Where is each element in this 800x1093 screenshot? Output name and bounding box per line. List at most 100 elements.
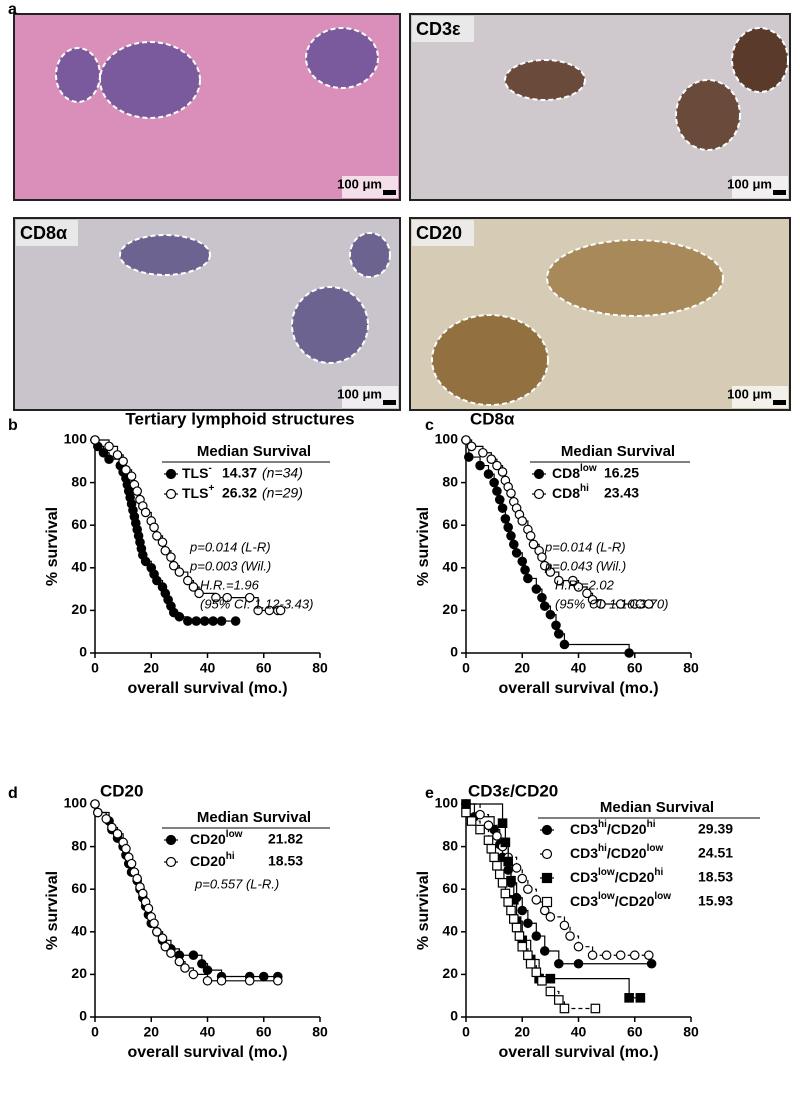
x-tick-label: 40 — [200, 1024, 216, 1040]
marker — [590, 1003, 601, 1014]
median-value: 29.39 — [698, 821, 733, 837]
marker — [191, 616, 202, 626]
marker — [559, 1003, 570, 1014]
marker — [545, 912, 556, 922]
marker — [244, 975, 255, 986]
marker — [545, 567, 556, 577]
marker — [528, 539, 539, 550]
scale-bar — [383, 400, 396, 405]
marker — [587, 594, 598, 605]
marker — [483, 820, 494, 831]
legend-text: CD20 — [190, 831, 226, 847]
marker — [149, 918, 159, 929]
median-value: 23.43 — [604, 485, 639, 501]
n-label: (n=34) — [262, 465, 303, 481]
marker — [140, 556, 151, 567]
x-tick-label: 80 — [683, 1024, 699, 1040]
y-tick-label: 60 — [442, 516, 458, 532]
legend-sup: low — [580, 463, 597, 474]
median-value: 21.82 — [268, 831, 303, 847]
y-tick-label: 0 — [79, 644, 87, 660]
marker — [492, 831, 502, 841]
marker — [188, 582, 199, 592]
x-tick-label: 0 — [462, 660, 470, 676]
marker — [624, 648, 634, 658]
legend-sup: low — [598, 867, 615, 878]
x-tick-label: 20 — [514, 1024, 530, 1040]
legend-sup: hi — [580, 483, 589, 494]
x-tick-label: 40 — [571, 660, 587, 676]
marker — [523, 573, 533, 584]
legend-sup: hi — [598, 843, 607, 854]
marker — [104, 441, 114, 452]
marker — [183, 575, 193, 586]
legend-text: /CD20 — [615, 869, 655, 885]
marker — [559, 639, 570, 650]
marker — [202, 965, 213, 975]
marker — [582, 588, 592, 599]
annotation: p=0.557 (L-R.) — [194, 876, 279, 891]
legend-sup: low — [654, 891, 671, 902]
marker — [174, 956, 185, 967]
y-tick-label: 40 — [71, 923, 87, 939]
marker — [152, 926, 162, 937]
marker — [533, 468, 545, 480]
marker — [497, 878, 508, 888]
marker — [537, 975, 547, 986]
marker — [138, 888, 148, 899]
marker — [539, 560, 550, 571]
marker — [160, 545, 171, 556]
marker — [188, 969, 199, 980]
y-tick-label: 40 — [442, 559, 458, 575]
marker — [112, 829, 123, 839]
image-label: CD3ε — [416, 19, 461, 39]
marker — [537, 592, 547, 603]
marker — [492, 486, 502, 496]
x-tick-label: 80 — [312, 660, 328, 676]
marker — [180, 963, 190, 973]
marker — [635, 993, 646, 1003]
marker — [466, 816, 477, 826]
marker — [573, 941, 584, 952]
marker — [90, 435, 100, 445]
legend-label: TLS+ — [182, 483, 214, 501]
marker — [506, 875, 516, 886]
tls-outline — [431, 314, 549, 406]
marker — [497, 467, 508, 477]
y-tick-label: 0 — [450, 644, 458, 660]
marker — [107, 822, 117, 833]
marker — [511, 922, 522, 933]
legend-sup: low — [598, 891, 615, 902]
marker — [98, 447, 109, 458]
marker — [517, 516, 528, 526]
legend-sup: - — [208, 463, 211, 474]
panel-label: e — [425, 785, 434, 802]
x-axis-label: overall survival (mo.) — [127, 1044, 287, 1061]
legend-text: CD8 — [552, 485, 580, 501]
x-tick-label: 80 — [683, 660, 699, 676]
marker — [132, 873, 142, 884]
y-tick-label: 60 — [442, 880, 458, 896]
y-axis-label: % survival — [415, 507, 432, 586]
marker — [464, 452, 474, 462]
median-value: 18.53 — [268, 853, 303, 869]
marker — [461, 799, 471, 809]
x-axis-label: overall survival (mo.) — [498, 1044, 658, 1061]
legend-text: CD3 — [570, 821, 598, 837]
median-value: 16.25 — [604, 465, 639, 481]
marker — [273, 975, 283, 986]
marker — [112, 450, 123, 460]
marker — [486, 843, 497, 854]
marker — [478, 447, 488, 458]
marker — [166, 552, 176, 562]
legend-sup: hi — [226, 851, 235, 862]
legend-label: CD8low — [552, 463, 597, 481]
panel-label: c — [425, 417, 434, 434]
marker — [208, 616, 218, 626]
marker — [500, 514, 511, 524]
marker — [537, 552, 547, 562]
annotation: (95% CI: 1.12-3.43) — [200, 596, 313, 611]
median-value: 15.93 — [698, 893, 733, 909]
marker — [497, 503, 508, 513]
annotation: p=0.003 (Wil.) — [189, 558, 271, 573]
